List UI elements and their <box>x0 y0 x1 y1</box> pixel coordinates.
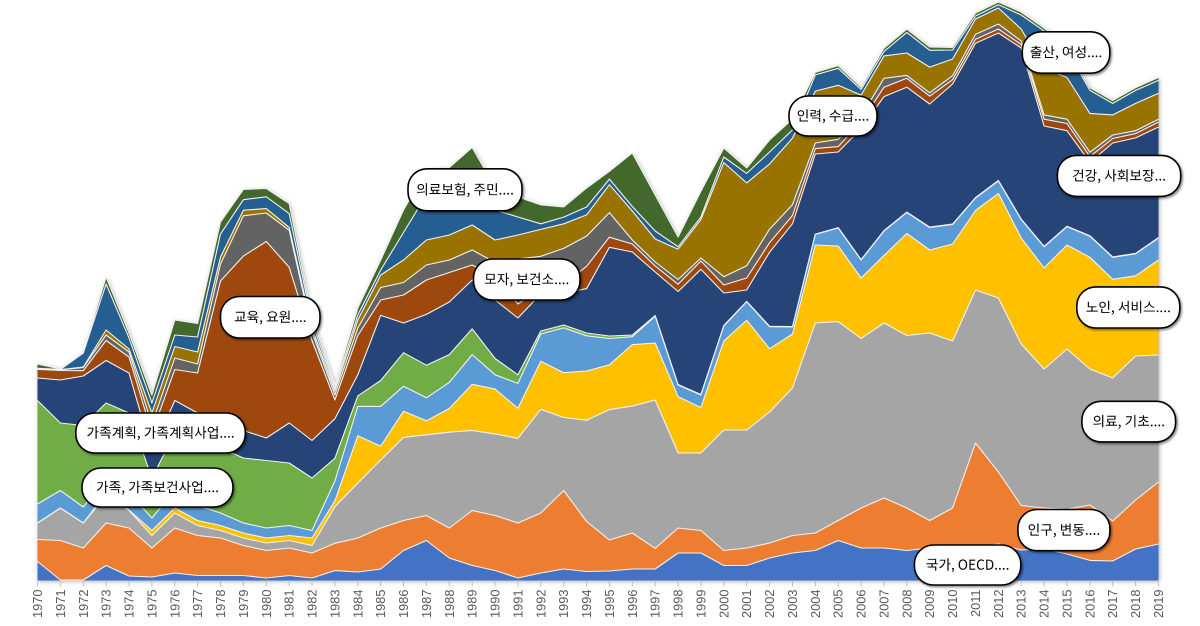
svg-text:1985: 1985 <box>373 590 388 618</box>
svg-text:2010: 2010 <box>945 590 960 618</box>
svg-text:2013: 2013 <box>1014 590 1029 618</box>
svg-text:2016: 2016 <box>1082 590 1097 618</box>
svg-text:1983: 1983 <box>327 590 342 618</box>
svg-text:1975: 1975 <box>144 590 159 618</box>
svg-text:1987: 1987 <box>419 590 434 618</box>
svg-text:2008: 2008 <box>899 590 914 618</box>
svg-text:1994: 1994 <box>579 590 594 618</box>
svg-text:1993: 1993 <box>556 590 571 618</box>
svg-text:1992: 1992 <box>533 590 548 618</box>
svg-text:2012: 2012 <box>991 590 1006 618</box>
svg-text:2004: 2004 <box>808 590 823 618</box>
svg-text:1989: 1989 <box>465 590 480 618</box>
svg-text:1990: 1990 <box>488 590 503 618</box>
svg-text:2018: 2018 <box>1128 590 1143 618</box>
svg-text:2019: 2019 <box>1151 590 1166 618</box>
svg-text:1979: 1979 <box>236 590 251 618</box>
svg-text:1980: 1980 <box>259 590 274 618</box>
svg-text:2017: 2017 <box>1105 590 1120 618</box>
svg-text:1984: 1984 <box>350 590 365 618</box>
svg-text:2007: 2007 <box>877 590 892 618</box>
svg-text:2001: 2001 <box>739 590 754 618</box>
svg-text:1996: 1996 <box>625 590 640 618</box>
svg-text:1988: 1988 <box>442 590 457 618</box>
svg-text:2005: 2005 <box>831 590 846 618</box>
svg-text:1977: 1977 <box>190 590 205 618</box>
svg-text:1986: 1986 <box>396 590 411 618</box>
svg-text:1995: 1995 <box>602 590 617 618</box>
svg-text:1981: 1981 <box>282 590 297 618</box>
svg-text:1991: 1991 <box>510 590 525 618</box>
svg-text:1982: 1982 <box>305 590 320 618</box>
svg-text:2014: 2014 <box>1037 590 1052 618</box>
svg-text:2003: 2003 <box>785 590 800 618</box>
svg-text:1998: 1998 <box>671 590 686 618</box>
svg-text:1978: 1978 <box>213 590 228 618</box>
svg-text:2000: 2000 <box>716 590 731 618</box>
svg-text:2011: 2011 <box>968 590 983 618</box>
svg-text:1976: 1976 <box>167 590 182 618</box>
svg-text:1971: 1971 <box>53 590 68 618</box>
svg-text:1972: 1972 <box>76 590 91 618</box>
svg-text:2006: 2006 <box>854 590 869 618</box>
svg-text:1970: 1970 <box>30 590 45 618</box>
svg-text:1974: 1974 <box>122 590 137 618</box>
svg-text:1997: 1997 <box>648 590 663 618</box>
svg-text:1973: 1973 <box>99 590 114 618</box>
svg-text:1999: 1999 <box>693 590 708 618</box>
svg-text:2002: 2002 <box>762 590 777 618</box>
svg-text:2015: 2015 <box>1060 590 1075 618</box>
svg-text:2009: 2009 <box>922 590 937 618</box>
